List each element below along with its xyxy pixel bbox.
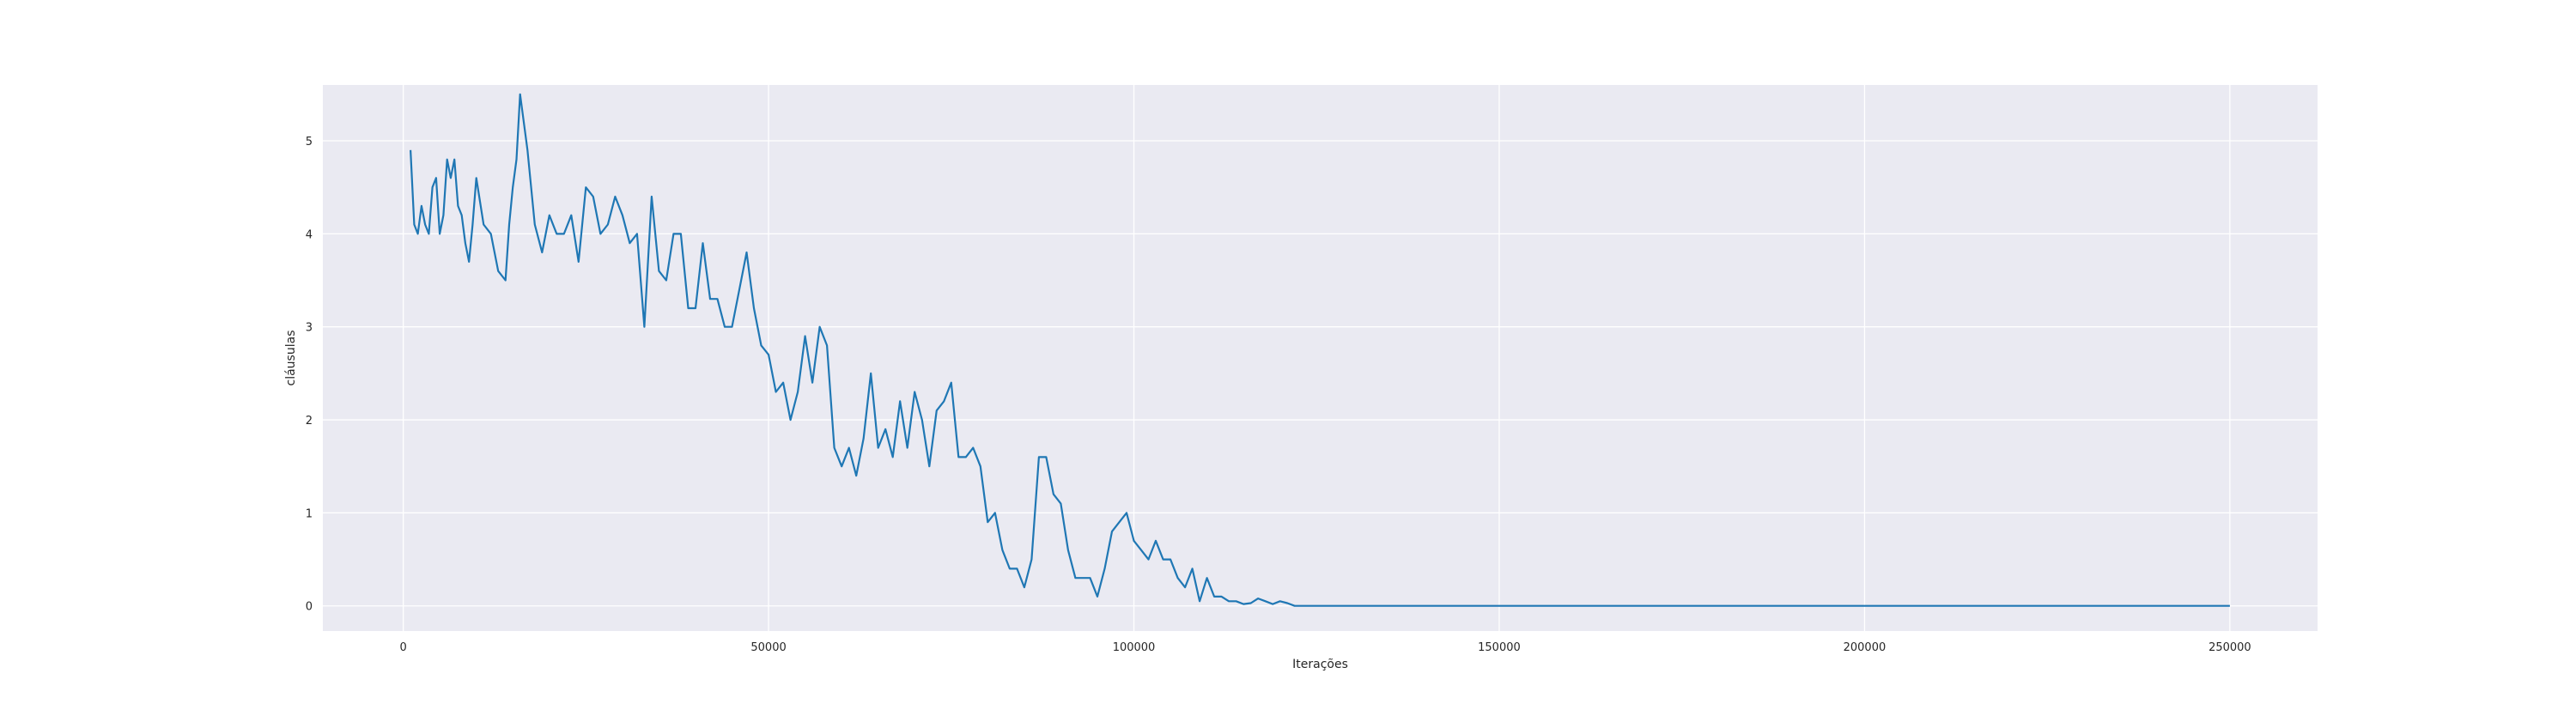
y-tick-label: 2: [306, 415, 313, 428]
x-tick-label: 150000: [1478, 641, 1521, 654]
y-tick-label: 5: [306, 136, 313, 149]
x-tick-label: 200000: [1844, 641, 1886, 654]
x-tick-label: 100000: [1113, 641, 1156, 654]
y-tick-label: 4: [306, 228, 313, 241]
plot-area: [323, 85, 2318, 631]
x-tick-label: 250000: [2208, 641, 2251, 654]
series-line: [410, 93, 2230, 607]
y-axis-label: cláusulas: [284, 331, 298, 386]
x-tick-label: 0: [399, 641, 406, 654]
y-tick-labels: 0 1 2 3 4 5: [306, 136, 313, 614]
y-tick-label: 0: [306, 601, 313, 614]
x-axis-label: Iterações: [1292, 658, 1348, 671]
y-tick-label: 3: [306, 322, 313, 335]
y-tick-label: 1: [306, 507, 313, 520]
x-tick-labels: 0 50000 100000 150000 200000 250000: [399, 641, 2251, 654]
x-tick-label: 50000: [750, 641, 786, 654]
